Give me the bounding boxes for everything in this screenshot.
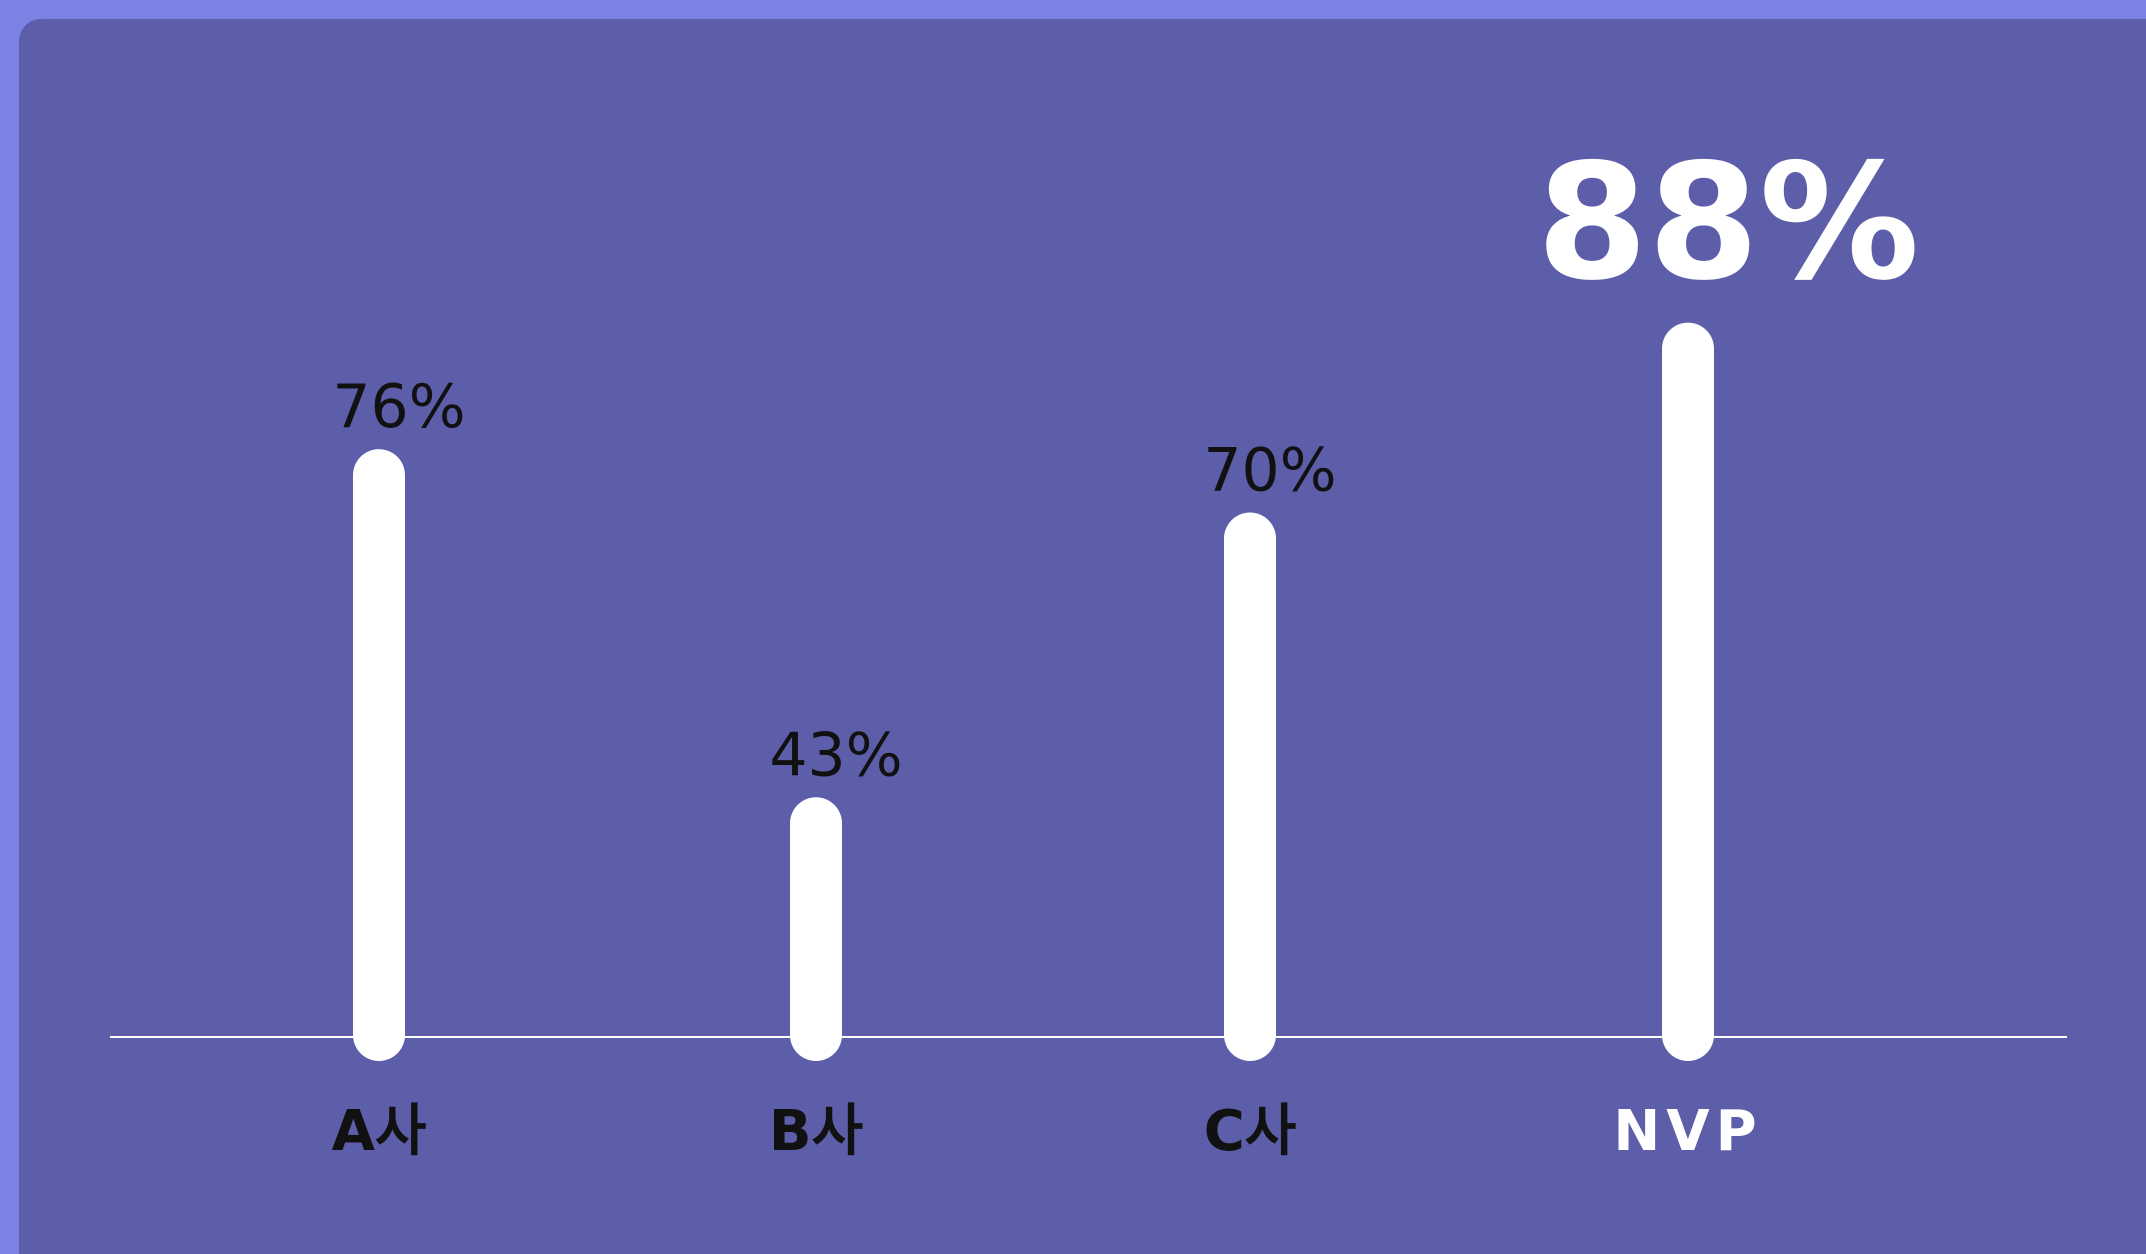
x-tick-label: A사 xyxy=(332,1099,427,1164)
value-label: 43% xyxy=(769,720,902,790)
bar xyxy=(353,449,405,1061)
value-label: 76% xyxy=(332,372,465,442)
value-label: 88% xyxy=(1537,129,1920,316)
x-tick-label: C사 xyxy=(1204,1099,1297,1164)
x-tick-label: B사 xyxy=(769,1099,863,1164)
bar xyxy=(1662,322,1714,1062)
bar xyxy=(790,797,842,1061)
card xyxy=(19,19,2146,1254)
value-label: 70% xyxy=(1203,435,1336,505)
x-tick-label: NVP xyxy=(1613,1099,1762,1164)
bar xyxy=(1224,512,1276,1061)
